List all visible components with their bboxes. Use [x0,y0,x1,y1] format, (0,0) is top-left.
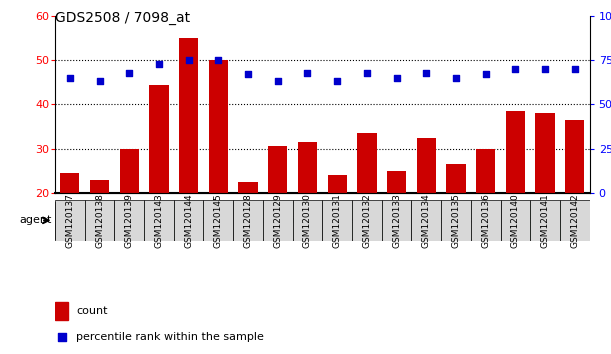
Point [422,70,431,75]
Text: methanol: methanol [63,216,106,225]
Bar [476,149,496,193]
Bar [55,200,85,241]
Text: GSM120139: GSM120139 [125,193,134,248]
Text: mock gamma: mock gamma [514,216,576,225]
Bar [323,200,352,241]
Bar [85,200,114,241]
Bar [233,202,323,239]
Text: GDS2508 / 7098_at: GDS2508 / 7098_at [55,11,190,25]
Text: percentile rank within the sample: percentile rank within the sample [76,332,264,342]
Point [57,334,67,340]
Bar [446,164,466,193]
Bar [560,200,590,241]
Bar [238,182,258,193]
Bar [352,200,382,241]
Bar [174,200,203,241]
Point [184,57,194,63]
Bar [233,200,263,241]
Text: gamma radiation: gamma radiation [135,216,213,225]
Point [540,66,550,72]
Point [65,75,75,81]
Bar [417,138,436,193]
Text: calicheamicin: calicheamicin [247,216,309,225]
Text: agent: agent [20,215,52,225]
Text: count: count [76,306,108,316]
Bar [149,85,169,193]
Text: GSM120132: GSM120132 [362,193,371,248]
Text: GSM120133: GSM120133 [392,193,401,248]
Point [273,79,283,84]
Point [125,70,134,75]
Bar [411,200,441,241]
Bar [500,202,590,239]
Bar [535,113,555,193]
Text: GSM120136: GSM120136 [481,193,490,248]
Point [213,57,223,63]
Bar [263,200,293,241]
Bar [530,200,560,241]
Bar [327,175,347,193]
Bar [293,200,323,241]
Text: GSM120143: GSM120143 [155,193,164,248]
Text: GSM120129: GSM120129 [273,193,282,248]
Bar [323,202,411,239]
Point [332,79,342,84]
Bar [60,173,79,193]
Bar [203,200,233,241]
Bar [387,171,406,193]
Text: GSM120145: GSM120145 [214,193,223,248]
Bar [144,200,174,241]
Bar [55,202,114,239]
Text: GSM120140: GSM120140 [511,193,520,248]
Text: GSM120135: GSM120135 [452,193,461,248]
Bar [382,200,411,241]
Bar [268,147,287,193]
Text: GSM120128: GSM120128 [244,193,252,248]
Point [451,75,461,81]
Bar [114,200,144,241]
Bar [506,111,525,193]
Text: GSM120141: GSM120141 [541,193,549,248]
Text: GSM120130: GSM120130 [303,193,312,248]
Bar [441,200,471,241]
Text: GSM120137: GSM120137 [65,193,75,248]
Text: neocarzinostatin: neocarzinostatin [418,216,494,225]
Bar [90,180,109,193]
Point [362,70,371,75]
Point [154,61,164,67]
Text: esperamicin A1: esperamicin A1 [332,216,402,225]
Text: GSM120134: GSM120134 [422,193,431,248]
Text: GSM120142: GSM120142 [570,193,579,248]
Point [392,75,401,81]
Bar [357,133,376,193]
Point [95,79,104,84]
Bar [55,302,68,320]
Text: GSM120144: GSM120144 [184,193,193,248]
Text: GSM120138: GSM120138 [95,193,104,248]
Point [302,70,312,75]
Text: GSM120131: GSM120131 [332,193,342,248]
Bar [209,60,228,193]
Bar [471,200,500,241]
Bar [114,202,233,239]
Bar [179,38,199,193]
Bar [120,149,139,193]
Point [481,72,491,77]
Bar [565,120,584,193]
Point [510,66,520,72]
Bar [500,200,530,241]
Bar [298,142,317,193]
Point [243,72,253,77]
Point [570,66,580,72]
Bar [411,202,500,239]
